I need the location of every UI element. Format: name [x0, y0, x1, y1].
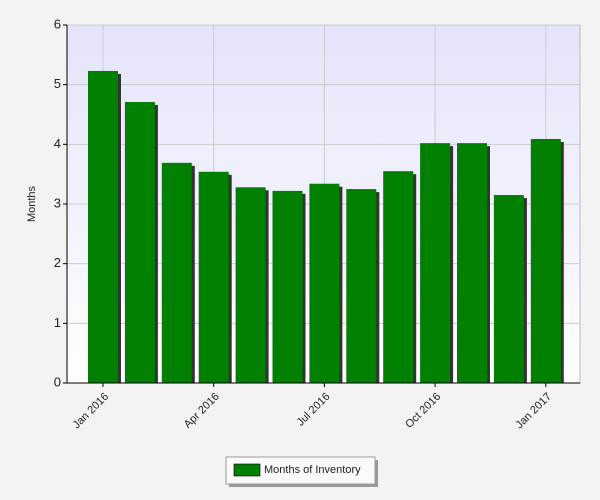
x-tick-label: Jan 2016	[71, 391, 111, 431]
y-tick-label: 5	[54, 76, 61, 91]
bar	[383, 171, 414, 383]
y-tick-label: 2	[54, 255, 61, 270]
y-tick-label: 3	[54, 195, 61, 210]
x-tick-label: Oct 2016	[403, 391, 443, 431]
bar	[161, 162, 192, 383]
y-axis-label: Months	[26, 185, 38, 222]
x-tick-label: Jan 2017	[513, 391, 553, 431]
bar	[346, 189, 377, 383]
y-tick-label: 6	[54, 16, 61, 31]
y-tick-label: 0	[54, 374, 61, 389]
y-tick-label: 1	[54, 315, 61, 330]
bar	[88, 70, 118, 384]
bar	[272, 190, 303, 383]
x-tick-label: Apr 2016	[182, 391, 222, 431]
bar	[493, 195, 524, 383]
bar	[457, 143, 487, 383]
y-tick-label: 4	[54, 136, 61, 151]
bar	[124, 101, 155, 383]
bar	[235, 187, 266, 383]
legend-swatch	[233, 463, 261, 477]
legend-label: Months of Inventory	[264, 464, 361, 476]
x-tick-label: Jul 2016	[295, 391, 333, 429]
bar	[420, 143, 451, 383]
bar	[198, 171, 229, 383]
bar	[309, 183, 340, 383]
bar	[530, 138, 561, 383]
